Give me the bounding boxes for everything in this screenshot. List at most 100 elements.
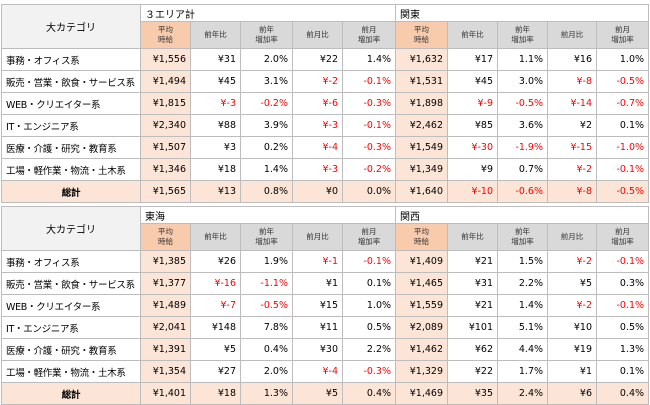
column-header: 前月比 [292,21,343,49]
value-cell: ¥-16 [190,272,241,295]
value-cell: ¥-14 [547,92,598,115]
value-cell: 2.0% [240,48,293,71]
value-cell: ¥9 [447,158,499,181]
value-cell: 0.5% [341,316,397,339]
avg-wage-cell: ¥1,559 [395,294,449,317]
value-cell: ¥-1 [292,250,343,273]
value-cell: 0.5% [596,316,650,339]
value-cell: ¥-3 [292,114,343,137]
value-cell: ¥-3 [190,92,241,115]
avg-wage-cell: ¥1,565 [140,180,191,203]
avg-wage-cell: ¥1,898 [395,92,449,115]
value-cell: ¥1 [547,360,598,383]
column-header: 平均 時給 [395,223,449,251]
column-header: 前年 増加率 [497,223,549,251]
region-header: 関東 [395,4,650,22]
table-row: IT・エンジニア系 ¥2,340 ¥88 3.9% ¥-3 -0.1% ¥2,462 ¥85 3… [1,114,650,137]
avg-wage-cell: ¥1,556 [140,48,191,71]
category-cell: 販売・営業・飲食・サービス系 [1,70,141,93]
category-cell: 総計 [1,382,141,405]
value-cell: 0.0% [341,180,397,203]
avg-wage-cell: ¥1,531 [395,70,449,93]
table-row: 販売・営業・飲食・サービス系 ¥1,494 ¥45 3.1% ¥-2 -0.1% ¥1,53… [1,70,650,93]
value-cell: 0.1% [596,360,650,383]
value-cell: -0.7% [596,92,650,115]
value-cell: 3.1% [240,70,293,93]
column-header: 前月 増加率 [341,21,397,49]
category-cell: 事務・オフィス系 [1,48,141,71]
value-cell: ¥21 [447,250,499,273]
value-cell: -0.5% [596,70,650,93]
column-header: 前年 増加率 [497,21,549,49]
table-row: 工場・軽作業・物流・土木系 ¥1,346 ¥18 1.4% ¥-3 -0.2% ¥1,349… [1,158,650,181]
value-cell: ¥18 [190,382,241,405]
value-cell: ¥26 [190,250,241,273]
avg-wage-cell: ¥1,329 [395,360,449,383]
avg-wage-cell: ¥1,462 [395,338,449,361]
table-row: 工場・軽作業・物流・土木系 ¥1,354 ¥27 2.0% ¥-4 -0.3% ¥1,329… [1,360,650,383]
value-cell: ¥-10 [447,180,499,203]
avg-wage-cell: ¥1,549 [395,136,449,159]
value-cell: ¥27 [190,360,241,383]
value-cell: 3.0% [497,70,549,93]
value-cell: ¥3 [190,136,241,159]
category-cell: 総計 [1,180,141,203]
value-cell: -0.3% [341,92,397,115]
value-cell: ¥45 [190,70,241,93]
avg-wage-cell: ¥1,385 [140,250,191,273]
value-cell: 1.3% [240,382,293,405]
value-cell: 0.2% [240,136,293,159]
avg-wage-cell: ¥2,462 [395,114,449,137]
avg-wage-cell: ¥1,640 [395,180,449,203]
value-cell: ¥15 [292,294,343,317]
value-cell: 2.2% [497,272,549,295]
category-cell: 工場・軽作業・物流・土木系 [1,360,141,383]
value-cell: ¥45 [447,70,499,93]
region-header: ３エリア計 [139,4,397,22]
column-header: 前年比 [447,21,499,49]
column-header: 前月 増加率 [596,223,650,251]
category-cell: 販売・営業・飲食・サービス系 [1,272,141,295]
value-cell: -1.1% [240,272,293,295]
value-cell: ¥-6 [292,92,343,115]
avg-wage-cell: ¥1,349 [395,158,449,181]
avg-wage-cell: ¥1,494 [140,70,191,93]
wage-table-bottom: 大カテゴリ 東海 関西 平均 時給 前年比 前年 増加率 前月比 前月 増加率 平均 時給 前年比前… [1,206,650,405]
avg-wage-cell: ¥1,469 [395,382,449,405]
value-cell: 2.2% [341,338,397,361]
avg-wage-cell: ¥1,354 [140,360,191,383]
category-cell: IT・エンジニア系 [1,316,141,339]
value-cell: -0.5% [497,92,549,115]
value-cell: ¥-2 [547,294,598,317]
column-header: 前月比 [292,223,343,251]
value-cell: -0.1% [341,70,397,93]
value-cell: 4.4% [497,338,549,361]
value-cell: ¥0 [292,180,343,203]
value-cell: 1.5% [497,250,549,273]
table-row: 販売・営業・飲食・サービス系 ¥1,377 ¥-16 -1.1% ¥1 0.1% ¥1,46… [1,272,650,295]
column-header: 前月比 [547,223,598,251]
avg-wage-cell: ¥2,089 [395,316,449,339]
value-cell: -0.5% [596,180,650,203]
value-cell: -0.1% [596,250,650,273]
value-cell: ¥-8 [547,180,598,203]
region-header: 関西 [395,206,650,224]
category-cell: WEB・クリエイター系 [1,92,141,115]
value-cell: ¥18 [190,158,241,181]
avg-wage-cell: ¥1,409 [395,250,449,273]
avg-wage-cell: ¥1,489 [140,294,191,317]
value-cell: 0.1% [596,114,650,137]
avg-wage-cell: ¥1,465 [395,272,449,295]
value-cell: ¥-30 [447,136,499,159]
value-cell: -1.0% [596,136,650,159]
value-cell: 1.3% [596,338,650,361]
value-cell: ¥1 [292,272,343,295]
value-cell: 1.4% [341,48,397,71]
column-header: 前月 増加率 [596,21,650,49]
value-cell: ¥5 [292,382,343,405]
value-cell: 0.4% [240,338,293,361]
column-header: 前月比 [547,21,598,49]
value-cell: -0.2% [341,158,397,181]
value-cell: 1.9% [240,250,293,273]
value-cell: -0.1% [341,250,397,273]
